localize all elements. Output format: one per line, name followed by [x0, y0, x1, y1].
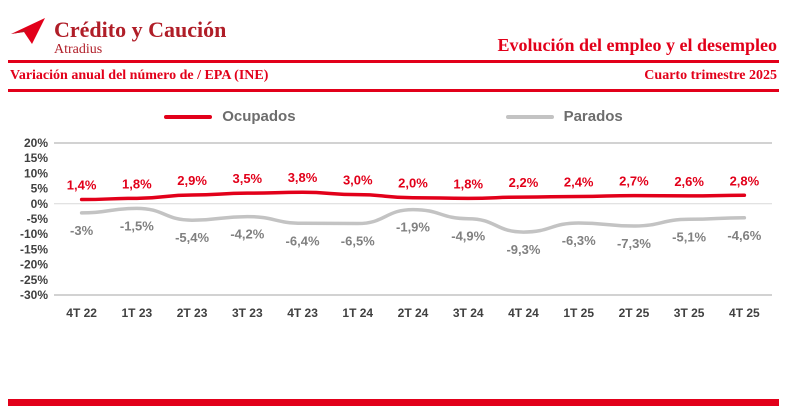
ocupados-line-swatch	[164, 114, 213, 119]
svg-text:-1,9%: -1,9%	[396, 220, 430, 235]
svg-text:2,9%: 2,9%	[177, 173, 207, 188]
svg-text:0%: 0%	[31, 197, 49, 211]
svg-text:-5%: -5%	[27, 212, 49, 226]
legend-label-ocupados: Ocupados	[222, 108, 296, 125]
svg-text:2,4%: 2,4%	[564, 175, 594, 190]
svg-text:3T 24: 3T 24	[453, 306, 484, 320]
svg-text:-20%: -20%	[20, 258, 48, 272]
svg-text:-6,4%: -6,4%	[286, 233, 320, 248]
svg-text:2,6%: 2,6%	[674, 174, 704, 189]
svg-text:3,8%: 3,8%	[288, 170, 318, 185]
svg-text:20%: 20%	[24, 136, 48, 150]
title-rule	[8, 60, 779, 63]
svg-text:5%: 5%	[31, 182, 49, 196]
brand-logo: Crédito y Caución Atradius	[10, 18, 226, 58]
svg-text:4T 23: 4T 23	[287, 306, 318, 320]
chart-subtitle: Variación anual del número de / EPA (INE…	[10, 68, 269, 83]
bird-logo-icon	[11, 18, 45, 45]
svg-text:-5,1%: -5,1%	[672, 229, 706, 244]
svg-text:1,8%: 1,8%	[453, 176, 483, 191]
svg-text:2,0%: 2,0%	[398, 176, 428, 191]
svg-text:1T 23: 1T 23	[122, 306, 153, 320]
svg-text:-4,6%: -4,6%	[727, 228, 761, 243]
legend-item-ocupados: Ocupados	[164, 108, 296, 125]
caption-rule	[8, 89, 779, 92]
svg-text:1,8%: 1,8%	[122, 176, 152, 191]
svg-text:1,4%: 1,4%	[67, 178, 97, 193]
svg-text:4T 24: 4T 24	[508, 306, 539, 320]
svg-text:10%: 10%	[24, 166, 48, 180]
svg-text:-4,2%: -4,2%	[230, 227, 264, 242]
svg-text:-6,3%: -6,3%	[562, 233, 596, 248]
period-label: Cuarto trimestre 2025	[644, 68, 777, 83]
svg-text:3T 25: 3T 25	[674, 306, 705, 320]
svg-text:2,7%: 2,7%	[619, 174, 649, 189]
svg-text:2,8%: 2,8%	[730, 173, 760, 188]
svg-text:-6,5%: -6,5%	[341, 234, 375, 249]
svg-text:2T 23: 2T 23	[177, 306, 208, 320]
svg-text:-30%: -30%	[20, 288, 48, 302]
header: Crédito y Caución Atradius Evolución del…	[0, 0, 787, 60]
svg-text:-3%: -3%	[70, 223, 94, 238]
svg-text:1T 24: 1T 24	[342, 306, 373, 320]
svg-text:-5,4%: -5,4%	[175, 230, 209, 245]
svg-text:-25%: -25%	[20, 273, 48, 287]
employment-line-chart: 20%15%10% 5%0%-5%-10%-15% -20%-25%-30% 4T 2…	[20, 136, 772, 320]
svg-text:-4,9%: -4,9%	[451, 229, 485, 244]
svg-text:2T 24: 2T 24	[398, 306, 429, 320]
svg-text:-9,3%: -9,3%	[506, 242, 540, 257]
brand-subname: Atradius	[54, 42, 103, 58]
svg-text:-10%: -10%	[20, 227, 48, 241]
page-title: Evolución del empleo y el desempleo	[497, 35, 777, 55]
svg-text:4T 25: 4T 25	[729, 306, 760, 320]
brand-name: Crédito y Caución	[54, 17, 227, 43]
svg-text:-7,3%: -7,3%	[617, 236, 651, 251]
caption-row: Variación anual del número de / EPA (INE…	[0, 63, 787, 89]
parados-line-swatch	[505, 114, 554, 119]
svg-text:4T 22: 4T 22	[66, 306, 97, 320]
svg-text:2,2%: 2,2%	[509, 175, 539, 190]
svg-text:2T 25: 2T 25	[619, 306, 650, 320]
chart-legend: Ocupados Parados	[0, 108, 787, 125]
svg-text:3T 23: 3T 23	[232, 306, 263, 320]
legend-label-parados: Parados	[563, 108, 623, 125]
svg-text:15%: 15%	[24, 151, 48, 165]
svg-text:3,5%: 3,5%	[232, 171, 262, 186]
svg-text:-1,5%: -1,5%	[120, 218, 154, 233]
svg-text:-15%: -15%	[20, 242, 48, 256]
footer-bar	[8, 399, 779, 406]
svg-text:1T 25: 1T 25	[563, 306, 594, 320]
legend-item-parados: Parados	[505, 108, 623, 125]
svg-text:3,0%: 3,0%	[343, 173, 373, 188]
